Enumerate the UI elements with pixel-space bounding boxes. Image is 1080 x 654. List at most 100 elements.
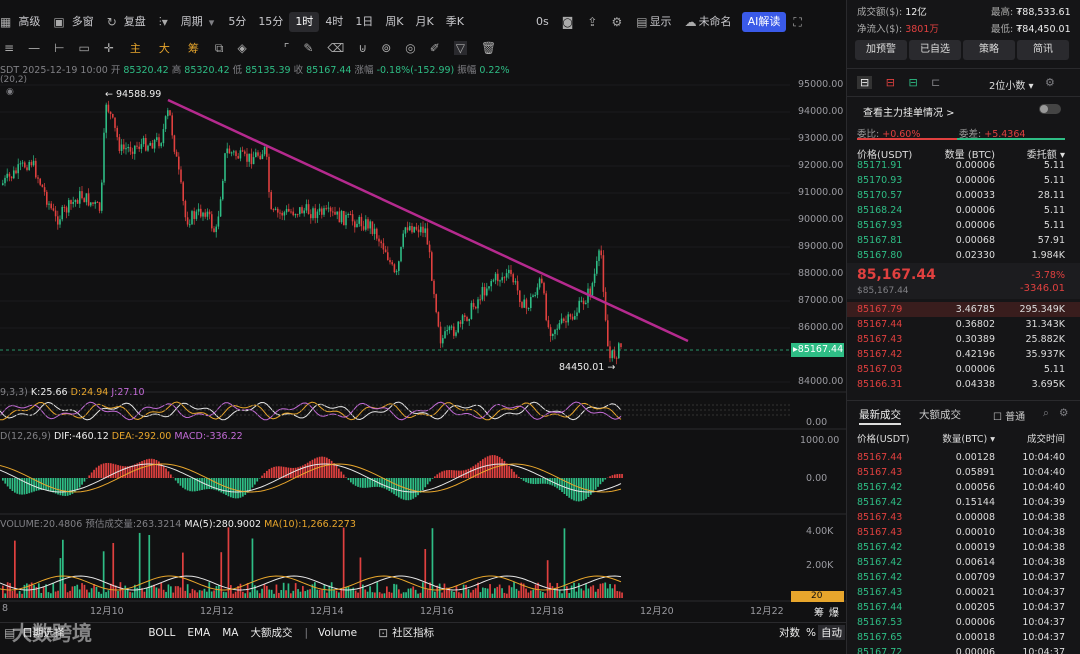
- horizontal-line-icon[interactable]: ⊢: [54, 41, 65, 55]
- toolbar-period[interactable]: 周期: [180, 15, 203, 28]
- indicator-boll[interactable]: BOLL: [148, 626, 176, 639]
- bid-row[interactable]: 85167.03 0.00006 5.11: [847, 362, 1080, 377]
- chips-tool[interactable]: 筹: [187, 42, 199, 55]
- bid-row[interactable]: 85167.43 0.30389 25.882K: [847, 332, 1080, 347]
- chart-canvas[interactable]: [0, 0, 846, 622]
- toolbar-multiwindow[interactable]: 多窗: [71, 15, 94, 28]
- auto-scale-toggle[interactable]: 自动: [818, 625, 845, 640]
- brush-icon[interactable]: ✐: [429, 41, 440, 55]
- news-button[interactable]: 简讯: [1017, 40, 1069, 60]
- depth-link[interactable]: 查看主力挂单情况 >: [863, 108, 955, 119]
- trade-row[interactable]: 85167.72 0.00006 10:04:37: [847, 645, 1080, 654]
- line-tool-icon[interactable]: —: [28, 41, 41, 55]
- trendline[interactable]: [167, 98, 689, 343]
- trade-row[interactable]: 85167.65 0.00018 10:04:37: [847, 630, 1080, 645]
- tab-large-trades[interactable]: 大额成交: [919, 409, 961, 421]
- cross-tool-icon[interactable]: ✛: [103, 41, 114, 55]
- zero-seconds-button[interactable]: 0s: [536, 15, 549, 28]
- trade-row[interactable]: 85167.43 0.00010 10:04:38: [847, 525, 1080, 540]
- depth-toggle[interactable]: [1039, 104, 1061, 114]
- filter-icon[interactable]: ▽: [453, 41, 468, 55]
- trade-row[interactable]: 85167.53 0.00006 10:04:37: [847, 615, 1080, 630]
- indicator-icon[interactable]: ▤: [4, 625, 16, 640]
- large-order-tool[interactable]: 大: [158, 42, 170, 55]
- search-icon[interactable]: ⌕: [1043, 407, 1049, 419]
- settings-icon[interactable]: ⚙: [1059, 407, 1069, 419]
- ask-row[interactable]: 85167.80 0.02330 1.984K: [847, 248, 1080, 263]
- menu-icon[interactable]: ≡: [4, 41, 15, 55]
- period-1d[interactable]: 1日: [355, 15, 374, 28]
- cloud-icon[interactable]: ☁: [684, 15, 697, 29]
- watchlist-button[interactable]: 已自选: [909, 40, 961, 60]
- trade-row[interactable]: 85167.42 0.00614 10:04:38: [847, 555, 1080, 570]
- period-1h[interactable]: 1时: [289, 12, 320, 32]
- fullscreen-icon[interactable]: ⛶: [793, 14, 802, 29]
- ask-row[interactable]: 85167.81 0.00068 57.91: [847, 233, 1080, 248]
- crop-icon[interactable]: ⌜: [283, 41, 290, 55]
- multi-window-icon[interactable]: ▣: [53, 15, 65, 29]
- ob-header-amount[interactable]: 委托额 ▾: [1026, 150, 1065, 161]
- replay-icon[interactable]: ↻: [106, 15, 117, 29]
- eye-icon[interactable]: ◎: [405, 41, 416, 55]
- ask-row[interactable]: 85170.93 0.00006 5.11: [847, 173, 1080, 188]
- period-5m[interactable]: 5分: [228, 15, 247, 28]
- indicator-large-trade[interactable]: 大额成交: [250, 627, 293, 639]
- ask-row[interactable]: 85171.91 0.00006 5.11: [847, 158, 1080, 173]
- trade-row[interactable]: 85167.42 0.00709 10:04:37: [847, 570, 1080, 585]
- trades-header-qty[interactable]: 数量(BTC) ▾: [942, 434, 995, 445]
- trade-row[interactable]: 85167.42 0.00056 10:04:40: [847, 480, 1080, 495]
- indicator-community[interactable]: 社区指标: [392, 627, 435, 639]
- indicator-ma[interactable]: MA: [222, 626, 239, 639]
- trade-row[interactable]: 85167.42 0.00019 10:04:38: [847, 540, 1080, 555]
- layout-name[interactable]: 未命名: [698, 15, 732, 28]
- copy-icon[interactable]: ⧉: [214, 40, 224, 55]
- trade-row[interactable]: 85167.44 0.00205 10:04:37: [847, 600, 1080, 615]
- display-icon[interactable]: ▤: [636, 15, 648, 29]
- percent-toggle[interactable]: %: [806, 626, 816, 639]
- trade-row[interactable]: 85167.42 0.15144 10:04:39: [847, 495, 1080, 510]
- ask-row[interactable]: 85168.24 0.00006 5.11: [847, 203, 1080, 218]
- magnet-icon[interactable]: ⊍: [358, 41, 368, 55]
- period-1m[interactable]: 月K: [415, 15, 434, 28]
- book-both-icon[interactable]: ⊟: [857, 76, 873, 89]
- period-4h[interactable]: 4时: [325, 15, 344, 28]
- community-icon[interactable]: ⊡: [378, 625, 389, 640]
- ask-row[interactable]: 85170.57 0.00033 28.11: [847, 188, 1080, 203]
- book-bids-icon[interactable]: ⊟: [885, 76, 895, 89]
- alert-button[interactable]: 加预警: [855, 40, 907, 60]
- normal-filter[interactable]: ☐ 普通: [993, 412, 1026, 423]
- log-scale-toggle[interactable]: 对数: [779, 627, 800, 639]
- trade-row[interactable]: 85167.43 0.00008 10:04:38: [847, 510, 1080, 525]
- eye-icon[interactable]: ◉: [6, 87, 14, 97]
- trade-row[interactable]: 85167.43 0.05891 10:04:40: [847, 465, 1080, 480]
- ask-row[interactable]: 85167.93 0.00006 5.11: [847, 218, 1080, 233]
- chips-tag[interactable]: 筹: [814, 608, 824, 619]
- period-1q[interactable]: 季K: [445, 15, 464, 28]
- toolbar-advanced[interactable]: 高级: [18, 15, 41, 28]
- date-select[interactable]: 日期选择: [22, 627, 65, 639]
- bid-row[interactable]: 85167.44 0.36802 31.343K: [847, 317, 1080, 332]
- bid-row[interactable]: 85166.31 0.04338 3.695K: [847, 377, 1080, 392]
- share-icon[interactable]: ⇪: [587, 15, 598, 29]
- indicator-ema[interactable]: EMA: [187, 626, 211, 639]
- camera-icon[interactable]: ◙: [561, 15, 574, 29]
- decimals-select[interactable]: 2位小数 ▾: [989, 81, 1034, 92]
- display-button[interactable]: 显示: [649, 15, 672, 28]
- book-asks-icon[interactable]: ⊟: [908, 76, 918, 89]
- book-trades-icon[interactable]: ⊏: [931, 76, 941, 89]
- period-1w[interactable]: 周K: [385, 15, 404, 28]
- settings-icon[interactable]: ⚙: [611, 15, 623, 29]
- lock-icon[interactable]: ⊚: [381, 41, 392, 55]
- trade-row[interactable]: 85167.44 0.00128 10:04:40: [847, 450, 1080, 465]
- grid-icon[interactable]: ▦: [0, 15, 12, 29]
- indicator-volume[interactable]: Volume: [318, 626, 358, 639]
- layers-icon[interactable]: ◈: [237, 41, 247, 55]
- settings-icon[interactable]: ⚙: [1045, 76, 1055, 89]
- period-15m[interactable]: 15分: [258, 15, 284, 28]
- trash-icon[interactable]: 🗑: [481, 41, 497, 55]
- rectangle-tool-icon[interactable]: ▭: [78, 41, 90, 55]
- ai-analysis-button[interactable]: AI解读: [741, 12, 787, 32]
- bid-row[interactable]: 85167.42 0.42196 35.937K: [847, 347, 1080, 362]
- main-force-tool[interactable]: 主: [129, 42, 141, 55]
- eraser-icon[interactable]: ⌫: [327, 41, 345, 55]
